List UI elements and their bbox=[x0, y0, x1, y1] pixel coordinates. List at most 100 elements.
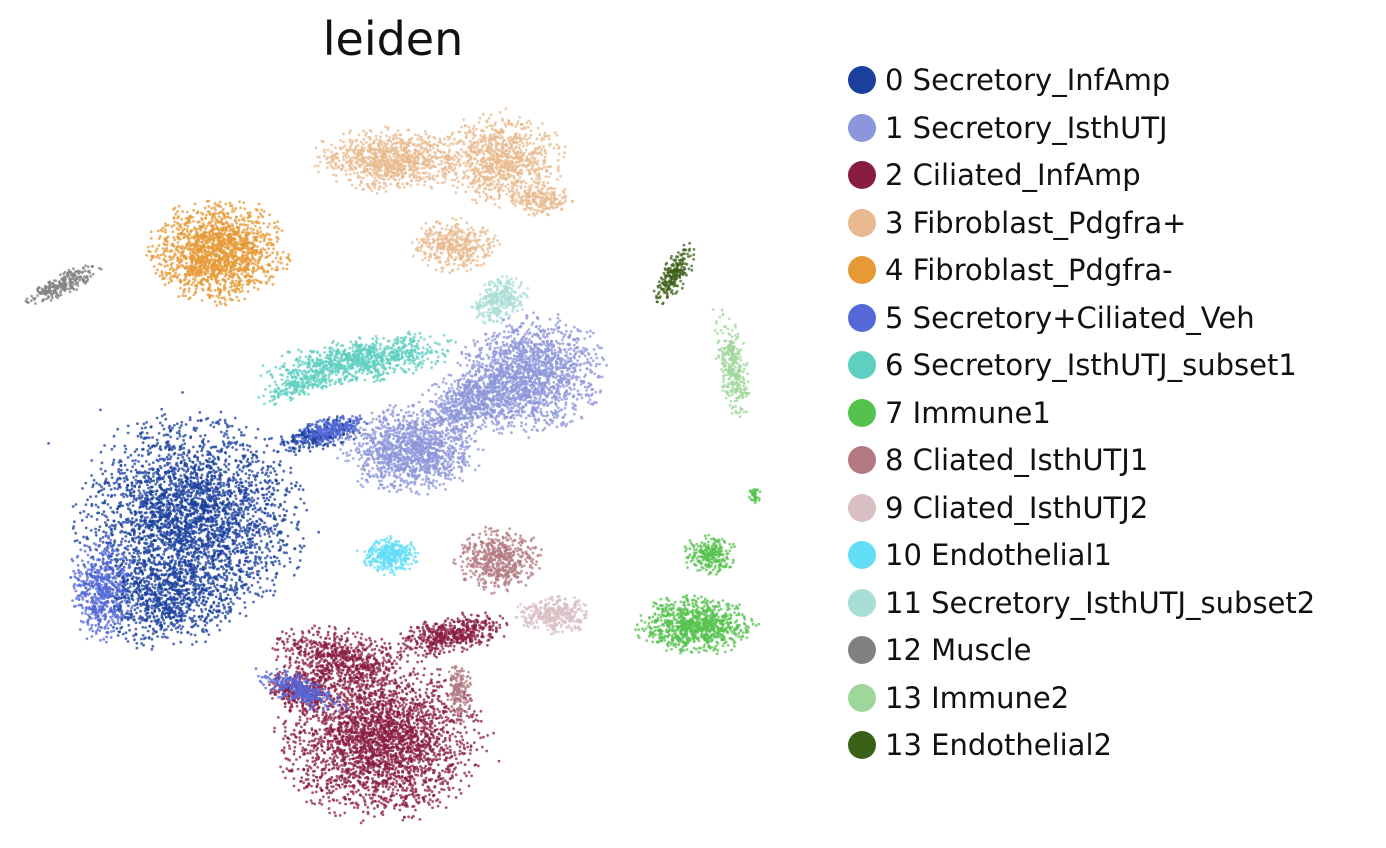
data-point bbox=[253, 546, 257, 549]
data-point bbox=[233, 551, 237, 555]
data-point bbox=[168, 567, 172, 571]
data-point bbox=[274, 524, 278, 528]
data-point bbox=[126, 431, 130, 435]
data-point bbox=[276, 450, 280, 453]
data-point bbox=[588, 335, 592, 338]
data-point bbox=[135, 546, 138, 550]
data-point bbox=[147, 491, 151, 494]
data-point bbox=[464, 352, 468, 356]
data-point bbox=[162, 583, 166, 587]
data-point bbox=[121, 537, 124, 541]
data-point bbox=[488, 344, 492, 348]
data-point bbox=[205, 587, 209, 590]
data-point bbox=[262, 527, 265, 531]
data-point bbox=[266, 468, 269, 472]
data-point bbox=[256, 497, 260, 500]
data-point bbox=[154, 503, 158, 507]
data-point bbox=[288, 446, 292, 450]
data-point bbox=[177, 477, 181, 481]
data-point bbox=[134, 524, 137, 528]
data-point bbox=[489, 342, 492, 345]
data-point bbox=[278, 538, 282, 542]
data-point bbox=[265, 444, 269, 448]
data-point bbox=[212, 488, 216, 491]
data-point bbox=[206, 524, 209, 528]
data-point bbox=[290, 521, 293, 524]
data-point bbox=[192, 537, 196, 541]
data-point bbox=[285, 489, 289, 493]
data-point bbox=[198, 578, 202, 582]
data-point bbox=[164, 615, 168, 619]
data-point bbox=[172, 615, 175, 619]
data-point bbox=[193, 454, 197, 457]
data-point bbox=[183, 508, 187, 512]
data-point bbox=[140, 426, 144, 430]
data-point bbox=[197, 598, 201, 602]
data-point bbox=[249, 503, 253, 507]
data-point bbox=[195, 517, 198, 521]
data-point bbox=[198, 461, 202, 464]
data-point bbox=[242, 464, 246, 468]
data-point bbox=[217, 573, 221, 576]
data-point bbox=[194, 584, 197, 588]
data-point bbox=[226, 492, 230, 496]
data-point bbox=[221, 565, 224, 569]
data-point bbox=[218, 559, 221, 563]
data-point bbox=[586, 400, 590, 404]
data-point bbox=[235, 532, 239, 536]
data-point bbox=[156, 459, 160, 463]
data-point bbox=[264, 556, 267, 560]
data-point bbox=[195, 601, 199, 604]
data-point bbox=[222, 484, 226, 488]
data-point bbox=[272, 555, 276, 559]
data-point bbox=[156, 519, 160, 523]
data-point bbox=[176, 469, 180, 473]
data-point bbox=[100, 626, 103, 629]
data-point bbox=[263, 511, 267, 515]
data-point bbox=[246, 508, 250, 512]
data-point bbox=[236, 596, 239, 600]
data-point bbox=[485, 353, 489, 357]
data-point bbox=[575, 364, 579, 367]
data-point bbox=[565, 350, 568, 354]
data-point bbox=[205, 474, 209, 478]
data-point bbox=[269, 556, 273, 560]
data-point bbox=[94, 531, 98, 534]
data-point bbox=[187, 559, 191, 563]
data-point bbox=[235, 588, 239, 591]
data-point bbox=[235, 564, 239, 567]
data-point bbox=[181, 513, 184, 517]
data-point bbox=[145, 542, 149, 545]
data-point bbox=[150, 485, 154, 489]
data-point bbox=[236, 465, 240, 469]
data-point bbox=[269, 526, 273, 530]
data-point bbox=[192, 525, 196, 529]
data-point bbox=[177, 534, 181, 538]
data-point bbox=[144, 436, 148, 440]
data-point bbox=[265, 496, 269, 500]
data-point bbox=[123, 450, 127, 454]
data-point bbox=[133, 540, 137, 544]
data-point bbox=[186, 531, 190, 534]
data-point bbox=[175, 614, 179, 618]
data-point bbox=[183, 618, 187, 622]
data-point bbox=[279, 460, 282, 463]
data-point bbox=[133, 567, 137, 571]
data-point bbox=[162, 552, 166, 556]
data-point bbox=[143, 566, 146, 569]
data-point bbox=[147, 471, 151, 475]
data-point bbox=[278, 514, 282, 518]
data-point bbox=[142, 643, 146, 647]
data-point bbox=[175, 621, 179, 625]
data-point bbox=[264, 502, 268, 506]
data-point bbox=[302, 445, 306, 449]
data-point bbox=[556, 406, 560, 410]
data-point bbox=[214, 510, 217, 514]
data-point bbox=[175, 503, 178, 507]
data-point bbox=[255, 531, 258, 534]
data-point bbox=[174, 626, 178, 630]
data-point bbox=[290, 482, 293, 485]
data-point bbox=[167, 555, 171, 559]
data-point bbox=[308, 450, 312, 453]
data-point bbox=[268, 549, 272, 553]
